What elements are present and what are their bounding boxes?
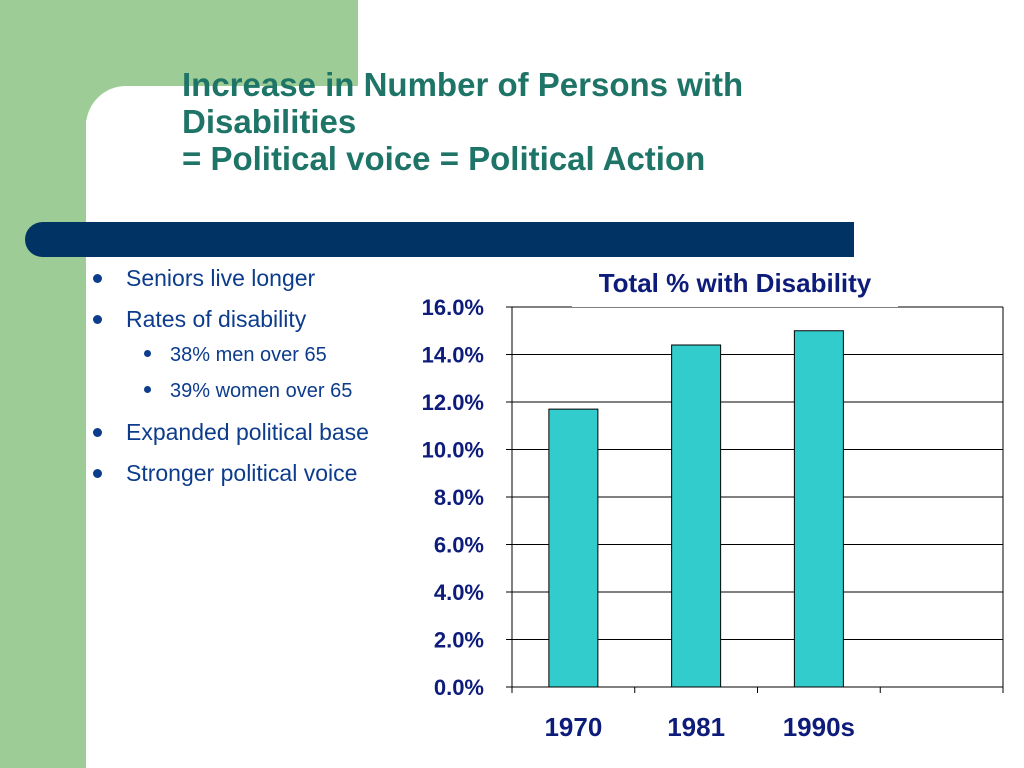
y-tick-label: 16.0% — [422, 295, 484, 320]
bar-1990s — [793, 330, 844, 688]
title-line-2: Disabilities — [182, 103, 357, 140]
bar-1981 — [671, 344, 722, 688]
chart-bars — [548, 330, 844, 688]
chart-title: Total % with Disability — [599, 268, 872, 298]
y-tick-label: 4.0% — [434, 580, 484, 605]
title-divider-bar — [25, 222, 854, 257]
disability-bar-chart: 0.0% 2.0% 4.0% 6.0% 8.0% 10.0% 12.0% 14.0% 16.0%… — [422, 257, 1004, 742]
bar-1970 — [548, 408, 599, 688]
accent-band-left — [0, 0, 86, 768]
y-tick-label: 12.0% — [422, 390, 484, 415]
y-tick-label: 6.0% — [434, 533, 484, 558]
y-tick-label: 0.0% — [434, 675, 484, 700]
bullet-item: Expanded political base — [86, 418, 371, 447]
sub-bullet-item: 39% women over 65 — [144, 378, 355, 404]
title-line-1: Increase in Number of Persons with — [182, 66, 744, 103]
bullet-item: Seniors live longer — [86, 264, 371, 293]
title-line-3: = Political voice = Political Action — [182, 140, 706, 177]
bullet-item: Stronger political voice — [86, 459, 371, 488]
x-tick-label: 1981 — [667, 712, 725, 742]
sub-bullet-item: 38% men over 65 — [144, 342, 355, 368]
x-tick-labels: 1970 1981 1990s — [544, 712, 855, 742]
y-tick-label: 2.0% — [434, 628, 484, 653]
chart-title-background — [572, 257, 898, 307]
bullet-item: Rates of disability — [86, 305, 371, 334]
bullet-list: Seniors live longer Rates of disability … — [86, 264, 371, 500]
y-tick-label: 14.0% — [422, 343, 484, 368]
slide-title: Increase in Number of Persons with Disab… — [182, 66, 902, 177]
x-tick-label: 1970 — [544, 712, 602, 742]
y-tick-label: 8.0% — [434, 485, 484, 510]
y-tick-labels: 0.0% 2.0% 4.0% 6.0% 8.0% 10.0% 12.0% 14.0% 16.0% — [422, 295, 484, 700]
y-tick-label: 10.0% — [422, 438, 484, 463]
x-tick-label: 1990s — [783, 712, 855, 742]
